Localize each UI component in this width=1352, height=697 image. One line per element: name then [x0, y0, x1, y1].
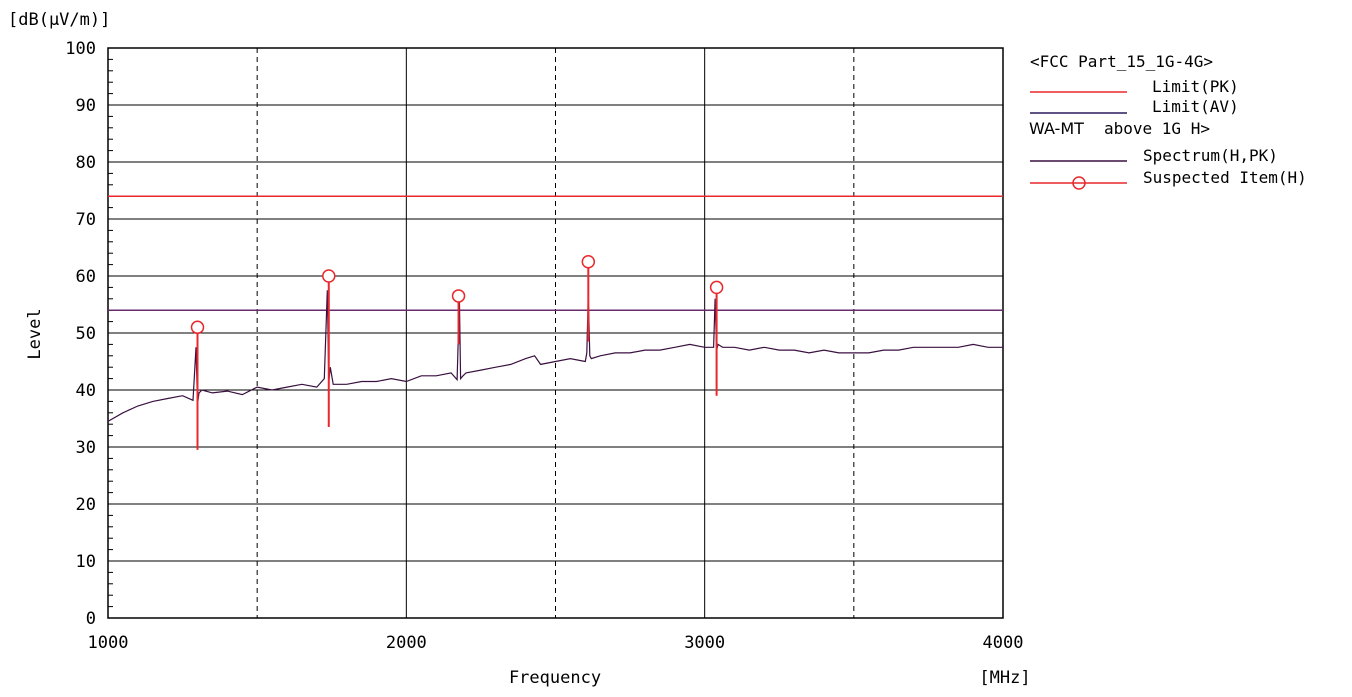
legend-marker-suspected [1072, 176, 1086, 190]
y-tick-label: 70 [76, 210, 96, 230]
y-unit-label: [dB(μV/m)] [8, 10, 110, 30]
x-tick-label: 2000 [386, 633, 427, 653]
y-tick-label: 100 [65, 39, 96, 59]
legend-label-limit-av: Limit(AV) [1152, 97, 1239, 116]
legend-label-spectrum: Spectrum(H,PK) [1143, 146, 1278, 165]
tick-labels-layer: 0 10 20 30 40 50 60 70 80 90 100 1000 2000 3000 4000 [65, 39, 1023, 653]
suspected-marker [709, 280, 724, 295]
y-tick-label: 20 [76, 495, 96, 515]
y-tick-label: 50 [76, 324, 96, 344]
legend-group2-title: above 1G H> [1104, 119, 1210, 138]
y-tick-label: 90 [76, 96, 96, 116]
y-tick-label: 30 [76, 438, 96, 458]
y-tick-label: 80 [76, 153, 96, 173]
legend-label-limit-pk: Limit(PK) [1152, 77, 1239, 96]
y-tick-label: 0 [86, 609, 96, 629]
x-tick-label: 4000 [983, 633, 1024, 653]
y-tick-label: 60 [76, 267, 96, 287]
limit-lines [108, 195, 1003, 311]
x-tick-label: 3000 [684, 633, 725, 653]
legend-group-title: <FCC Part_15_1G-4G> [1030, 52, 1213, 71]
legend: <FCC Part_15_1G-4G> Limit(PK) Limit(AV) … [1029, 52, 1307, 190]
series-layer [107, 290, 1003, 422]
suspected-marker [190, 320, 205, 335]
x-tick-label: 1000 [88, 633, 129, 653]
suspected-items-layer [190, 255, 724, 450]
y-tick-label: 40 [76, 381, 96, 401]
legend-label-suspected: Suspected Item(H) [1143, 168, 1307, 187]
suspected-marker [581, 255, 596, 269]
suspected-marker [322, 269, 336, 283]
legend-group2-prefix: WA-MT [1029, 119, 1084, 138]
y-axis-title: Level [25, 308, 45, 359]
grid-layer [107, 47, 1004, 619]
x-axis-title: Frequency [509, 668, 601, 688]
series-line [107, 290, 1003, 422]
y-tick-label: 10 [76, 552, 96, 572]
x-axis-unit: [MHz] [979, 668, 1030, 688]
suspected-marker [451, 289, 466, 303]
